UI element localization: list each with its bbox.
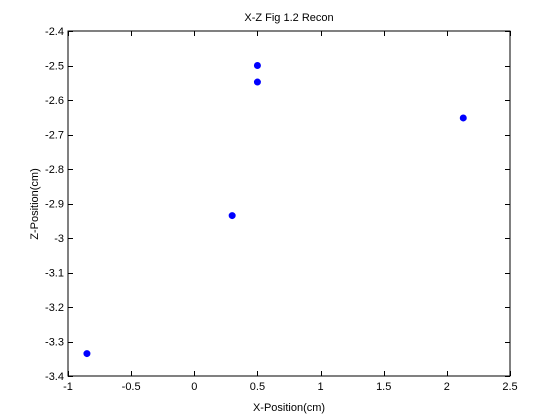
x-axis-label: X-Position(cm) (253, 402, 325, 414)
x-tick-label: -1 (63, 381, 73, 393)
x-tick-label: 2 (444, 381, 450, 393)
plot-area (67, 30, 511, 377)
y-tick-label: -2.5 (45, 61, 64, 73)
x-axis-ticks: -1 -0.5 0 0.5 1 1.5 2 2.5 (63, 31, 518, 393)
data-points (83, 62, 467, 358)
y-tick-label: -2.6 (45, 95, 64, 107)
data-point (253, 78, 261, 86)
y-tick-label: -3.3 (45, 337, 64, 349)
x-tick-label: -0.5 (122, 381, 141, 393)
data-point (228, 212, 236, 220)
y-tick-label: -3 (54, 233, 64, 245)
y-tick-label: -2.8 (45, 164, 64, 176)
data-point (83, 350, 91, 358)
y-tick-label: -2.7 (45, 130, 64, 142)
x-tick-label: 0 (191, 381, 197, 393)
chart-title: X-Z Fig 1.2 Recon (244, 12, 333, 24)
x-tick-label: 0.5 (250, 381, 265, 393)
y-axis-label: Z-Position(cm) (29, 168, 41, 240)
y-tick-label: -3.2 (45, 302, 64, 314)
y-tick-label: -2.9 (45, 199, 64, 211)
y-tick-label: -3.1 (45, 268, 64, 280)
data-point (253, 62, 261, 69)
x-tick-label: 1 (318, 381, 324, 393)
x-tick-label: 1.5 (376, 381, 391, 393)
y-tick-label: -2.4 (45, 26, 64, 38)
y-tick-label: -3.4 (45, 371, 64, 383)
x-tick-label: 2.5 (502, 381, 517, 393)
y-axis-ticks: -3.4 -3.3 -3.2 -3.1 -3 -2.9 -2.8 -2.7 -2.6 -2.5 -2… (45, 26, 510, 383)
data-point (459, 114, 467, 122)
plot-frame (67, 30, 511, 377)
